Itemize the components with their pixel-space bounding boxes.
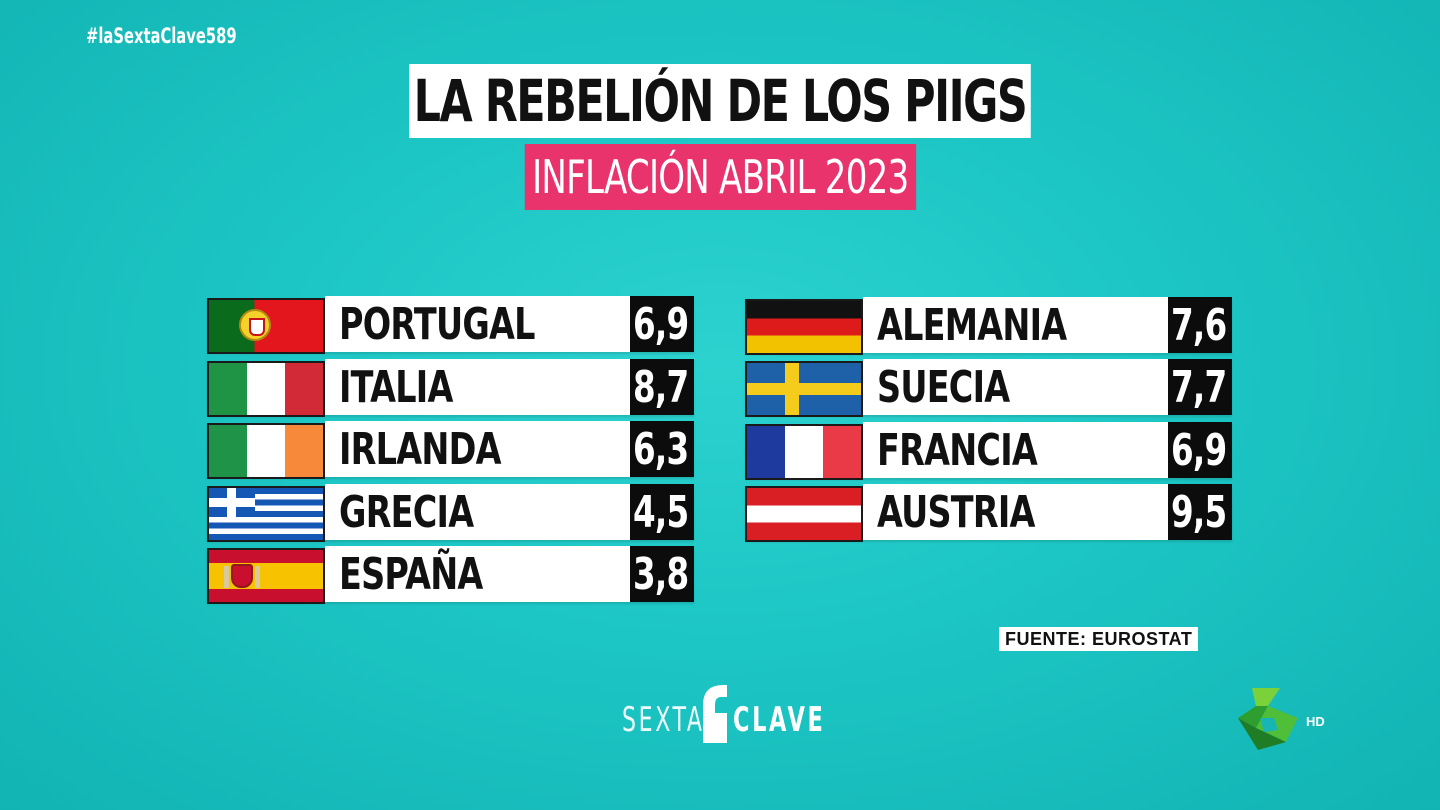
country-name-cell: PORTUGAL [325,296,630,352]
spain-flag-icon [207,548,325,604]
inflation-value: 6,3 [633,424,689,475]
country-name-cell: ITALIA [325,359,630,415]
source-label: FUENTE: EUROSTAT [999,627,1199,651]
inflation-value-cell: 6,3 [630,421,694,477]
inflation-value: 4,5 [633,487,689,538]
sweden-flag-icon [745,361,863,417]
inflation-value-cell: 9,5 [1168,484,1232,540]
hd-badge: HD [1306,714,1325,729]
inflation-value: 8,7 [633,362,689,413]
inflation-value: 3,8 [633,549,689,600]
inflation-value-cell: 6,9 [1168,422,1232,478]
table-row: FRANCIA 6,9 [745,422,1232,480]
table-row: AUSTRIA 9,5 [745,484,1232,542]
program-logo-left: SEXTA [622,700,705,740]
program-logo-right: CLAVE [733,700,826,740]
france-flag-icon [745,424,863,480]
country-name: PORTUGAL [339,299,535,350]
inflation-value: 6,9 [1171,425,1227,476]
country-name: SUECIA [877,362,1010,413]
austria-flag-icon [745,486,863,542]
country-name: AUSTRIA [877,487,1035,538]
italy-flag-icon [207,361,325,417]
country-name-cell: ALEMANIA [863,297,1168,353]
inflation-value: 6,9 [633,299,689,350]
country-name-cell: ESPAÑA [325,546,630,602]
table-row: IRLANDA 6,3 [207,421,694,479]
inflation-value-cell: 6,9 [630,296,694,352]
table-row: GRECIA 4,5 [207,484,694,542]
country-name: ALEMANIA [877,300,1067,351]
table-row: ESPAÑA 3,8 [207,546,694,604]
country-name-cell: SUECIA [863,359,1168,415]
inflation-value-cell: 7,7 [1168,359,1232,415]
country-name: ITALIA [339,362,453,413]
country-name: IRLANDA [339,424,501,475]
greece-flag-icon [207,486,325,542]
country-name: FRANCIA [877,425,1038,476]
page-title: LA REBELIÓN DE LOS PIIGS [409,64,1031,138]
inflation-value-cell: 4,5 [630,484,694,540]
country-name-cell: GRECIA [325,484,630,540]
inflation-value-cell: 7,6 [1168,297,1232,353]
country-name: GRECIA [339,487,474,538]
table-row: ALEMANIA 7,6 [745,297,1232,355]
hashtag: #laSextaClave589 [86,24,237,48]
title-container: LA REBELIÓN DE LOS PIIGS [0,64,1440,138]
sexta-clave-6-icon [703,685,727,743]
table-row: SUECIA 7,7 [745,359,1232,417]
country-name-cell: IRLANDA [325,421,630,477]
table-row: PORTUGAL 6,9 [207,296,694,354]
inflation-value: 7,7 [1171,362,1227,413]
inflation-value-cell: 3,8 [630,546,694,602]
germany-flag-icon [745,299,863,355]
inflation-value: 7,6 [1171,300,1227,351]
ireland-flag-icon [207,423,325,479]
la-sexta-logo-icon [1238,688,1298,750]
portugal-flag-icon [207,298,325,354]
country-name-cell: AUSTRIA [863,484,1168,540]
inflation-value-cell: 8,7 [630,359,694,415]
country-name-cell: FRANCIA [863,422,1168,478]
page-subtitle: INFLACIÓN ABRIL 2023 [524,144,916,210]
table-row: ITALIA 8,7 [207,359,694,417]
subtitle-container: INFLACIÓN ABRIL 2023 [0,144,1440,210]
inflation-value: 9,5 [1171,487,1227,538]
country-name: ESPAÑA [339,549,483,600]
